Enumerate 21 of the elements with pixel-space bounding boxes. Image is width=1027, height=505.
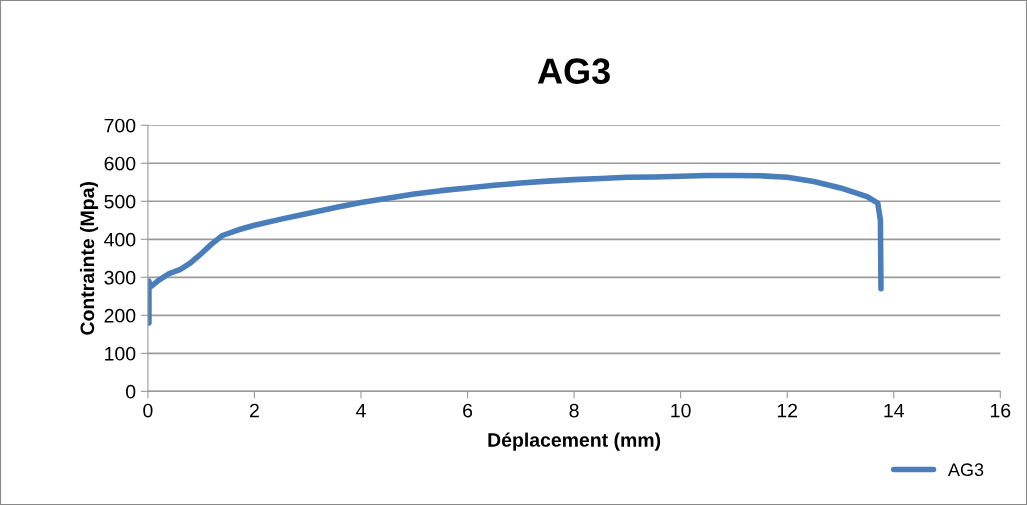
- chart-title: AG3: [537, 58, 610, 84]
- x-tick-label: 0: [143, 403, 153, 418]
- x-tick-label: 4: [356, 403, 366, 418]
- y-tick-label: 500: [104, 194, 136, 209]
- y-tick-label: 300: [104, 270, 136, 285]
- x-tick-label: 8: [569, 403, 579, 418]
- y-axis-title: Contrainte (Mpa): [79, 182, 99, 335]
- y-tick-label: 700: [104, 118, 136, 133]
- x-tick-label: 16: [990, 403, 1011, 418]
- x-tick-label: 6: [463, 403, 473, 418]
- x-axis-title: Déplacement (mm): [488, 432, 661, 451]
- y-tick-label: 400: [104, 232, 136, 247]
- x-tick-label: 10: [671, 403, 691, 418]
- x-tick-label: 14: [884, 403, 904, 418]
- x-tick-label: 2: [250, 403, 259, 418]
- y-tick-label: 200: [104, 308, 136, 323]
- y-tick-label: 600: [104, 156, 136, 171]
- y-tick-label: 100: [105, 346, 136, 361]
- legend-label: AG3: [947, 463, 984, 477]
- x-tick-label: 12: [777, 403, 798, 418]
- y-tick-label: 0: [126, 384, 136, 399]
